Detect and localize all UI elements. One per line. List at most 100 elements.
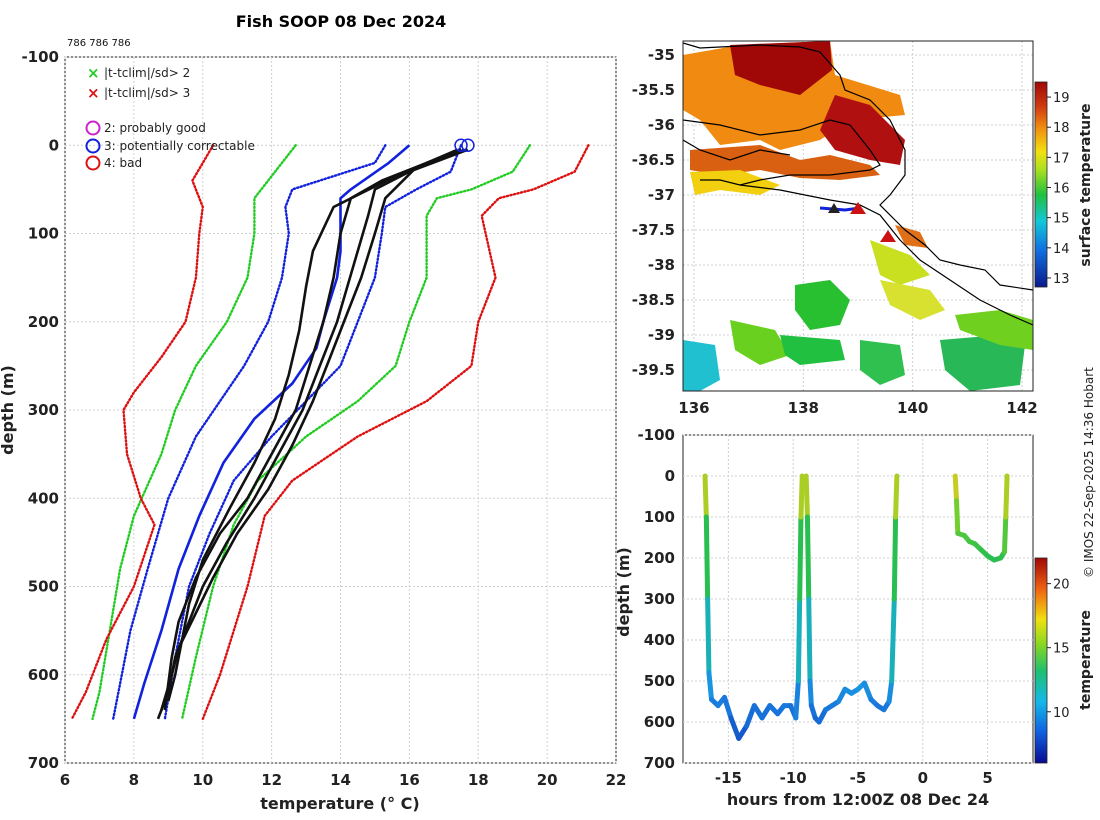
profile-xtick-label: 16 bbox=[399, 771, 420, 789]
coastline-mainland bbox=[683, 42, 1033, 291]
profile-ytick-label: 600 bbox=[28, 666, 59, 684]
map-lat-tick-label: -36 bbox=[648, 116, 675, 134]
depth-track-segment bbox=[952, 473, 960, 504]
profile-series-line bbox=[91, 144, 297, 721]
sst-colorbar-tick-label: 13 bbox=[1053, 272, 1070, 287]
profile-xtick-label: 12 bbox=[261, 771, 282, 789]
depth-track-segment bbox=[793, 678, 801, 721]
map-content bbox=[683, 41, 1033, 391]
sst-patch-green-4 bbox=[860, 340, 905, 385]
map-lat-tick-label: -39.5 bbox=[632, 361, 675, 379]
chart-title: Fish SOOP 08 Dec 2024 bbox=[236, 12, 446, 31]
temperature-colorbar bbox=[1034, 557, 1048, 764]
credit-text: © IMOS 22-Sep-2025 14:36 Hobart bbox=[1082, 367, 1096, 578]
sst-patch-hot-north bbox=[730, 41, 832, 95]
depth-time-xtick-label: 0 bbox=[918, 769, 928, 787]
depth-time-ytick-label: 600 bbox=[644, 713, 675, 731]
temperature-colorbar-tick-label: 15 bbox=[1053, 642, 1070, 657]
profile-series-line bbox=[111, 144, 387, 721]
legend-x-marker: × bbox=[87, 64, 100, 82]
profile-xtick-label: 18 bbox=[468, 771, 489, 789]
map-lat-tick-label: -35 bbox=[648, 46, 675, 64]
coastline-gulf bbox=[683, 119, 881, 186]
sst-patches bbox=[683, 41, 1033, 391]
coastline-kangaroo bbox=[683, 139, 791, 161]
temperature-colorbar-ticks: 10 15 20 bbox=[1047, 578, 1070, 721]
sst-colorbar-tick-label: 17 bbox=[1053, 151, 1070, 166]
profile-ytick-label: 0 bbox=[49, 136, 59, 154]
profile-xtick-label: 10 bbox=[192, 771, 213, 789]
profile-xtick-label: 8 bbox=[129, 771, 139, 789]
sst-colorbar-tick-label: 18 bbox=[1053, 121, 1070, 136]
profile-ylabel: depth (m) bbox=[0, 365, 17, 455]
coastline bbox=[683, 42, 1033, 326]
qc-flag-marker bbox=[461, 138, 475, 152]
profile-xtick-label: 6 bbox=[60, 771, 70, 789]
legend-circle-marker bbox=[85, 155, 101, 171]
depth-time-xtick-label: -15 bbox=[715, 769, 742, 787]
depth-track-segment bbox=[744, 703, 757, 729]
track-start-marker bbox=[880, 230, 896, 242]
depth-track-segment bbox=[702, 473, 709, 520]
depth-time-ytick-label: 100 bbox=[644, 508, 675, 526]
profile-series-line bbox=[70, 144, 215, 721]
map-lon-tick-label: 140 bbox=[897, 399, 928, 417]
sst-patch-yellow-west bbox=[690, 170, 780, 195]
profile-ytick-label: -100 bbox=[21, 48, 59, 66]
legend-label: 2: probably good bbox=[104, 121, 206, 135]
depth-track-segment bbox=[798, 473, 805, 520]
depth-track-segment bbox=[705, 596, 712, 676]
map-lat-tick-label: -38.5 bbox=[632, 291, 675, 309]
profile-ticks: 6 8 10 12 14 16 18 20 22 -100 0 100 200 300 400 500 600 7… bbox=[21, 48, 626, 789]
profile-series-line bbox=[160, 148, 459, 711]
depth-time-panel: -15 -10 -5 0 5 -100 0 100 200 300 400 500 600 700 hou… bbox=[614, 426, 1094, 809]
profile-panel: 6 8 10 12 14 16 18 20 22 -100 0 100 200 300 400 500 600 7… bbox=[0, 48, 626, 813]
legend-label: 3: potentially correctable bbox=[104, 139, 255, 153]
temperature-colorbar-label: temperature bbox=[1078, 610, 1094, 710]
depth-track-segment bbox=[954, 498, 961, 536]
sst-patch-cyan-sw bbox=[683, 340, 720, 391]
profile-ytick-label: 100 bbox=[28, 225, 59, 243]
profile-series-line bbox=[132, 144, 411, 720]
depth-track-segment bbox=[804, 514, 812, 602]
depth-track-segment bbox=[891, 514, 899, 602]
profile-ytick-label: 300 bbox=[28, 401, 59, 419]
track-end-marker bbox=[850, 202, 866, 214]
temperature-colorbar-tick-label: 20 bbox=[1053, 578, 1070, 593]
depth-track-segment bbox=[797, 514, 804, 602]
depth-track-segment bbox=[889, 596, 897, 684]
depth-time-xlabel: hours from 12:00Z 08 Dec 24 bbox=[727, 790, 989, 809]
map-lat-tick-label: -38 bbox=[648, 256, 675, 274]
depth-time-xtick-label: 5 bbox=[982, 769, 992, 787]
sst-patch-yellow-shelf bbox=[880, 280, 945, 320]
depth-time-xtick-label: -10 bbox=[780, 769, 807, 787]
legend-label: 4: bad bbox=[104, 156, 142, 170]
depth-time-xtick-label: -5 bbox=[850, 769, 867, 787]
sst-colorbar-tick-label: 14 bbox=[1053, 242, 1070, 257]
sst-colorbar bbox=[1034, 81, 1048, 288]
depth-track-segment bbox=[721, 694, 734, 721]
sst-patch-green-east bbox=[955, 310, 1033, 350]
depth-track-segment bbox=[706, 670, 715, 702]
profile-ytick-label: 500 bbox=[28, 578, 59, 596]
depth-track-segment bbox=[861, 680, 874, 702]
depth-track-segment bbox=[728, 715, 742, 741]
map-lat-tick-label: -39 bbox=[648, 326, 675, 344]
map-frame bbox=[682, 40, 1034, 392]
depth-time-ytick-label: 700 bbox=[644, 754, 675, 772]
profile-series bbox=[70, 144, 590, 721]
legend-x-marker: × bbox=[87, 84, 100, 102]
profile-series-line bbox=[201, 144, 590, 721]
depth-time-ytick-label: 200 bbox=[644, 549, 675, 567]
map-ticks: 136 138 140 142 -35 -35.5 -36 -36.5 -37 -37.5 -38 -… bbox=[632, 46, 1038, 417]
depth-time-ytick-label: 0 bbox=[665, 467, 675, 485]
depth-track-segment bbox=[703, 514, 711, 602]
depth-track-segment bbox=[803, 473, 810, 520]
sst-colorbar-tick-label: 19 bbox=[1053, 91, 1070, 106]
depth-time-ytick-label: 300 bbox=[644, 590, 675, 608]
depth-track-segment bbox=[1001, 514, 1009, 555]
depth-time-ytick-label: -100 bbox=[637, 426, 675, 444]
sst-colorbar-label: surface temperature bbox=[1078, 103, 1094, 266]
depth-time-ticks: -15 -10 -5 0 5 -100 0 100 200 300 400 500 600 700 bbox=[637, 426, 992, 787]
sst-patch-green-3 bbox=[780, 335, 845, 365]
